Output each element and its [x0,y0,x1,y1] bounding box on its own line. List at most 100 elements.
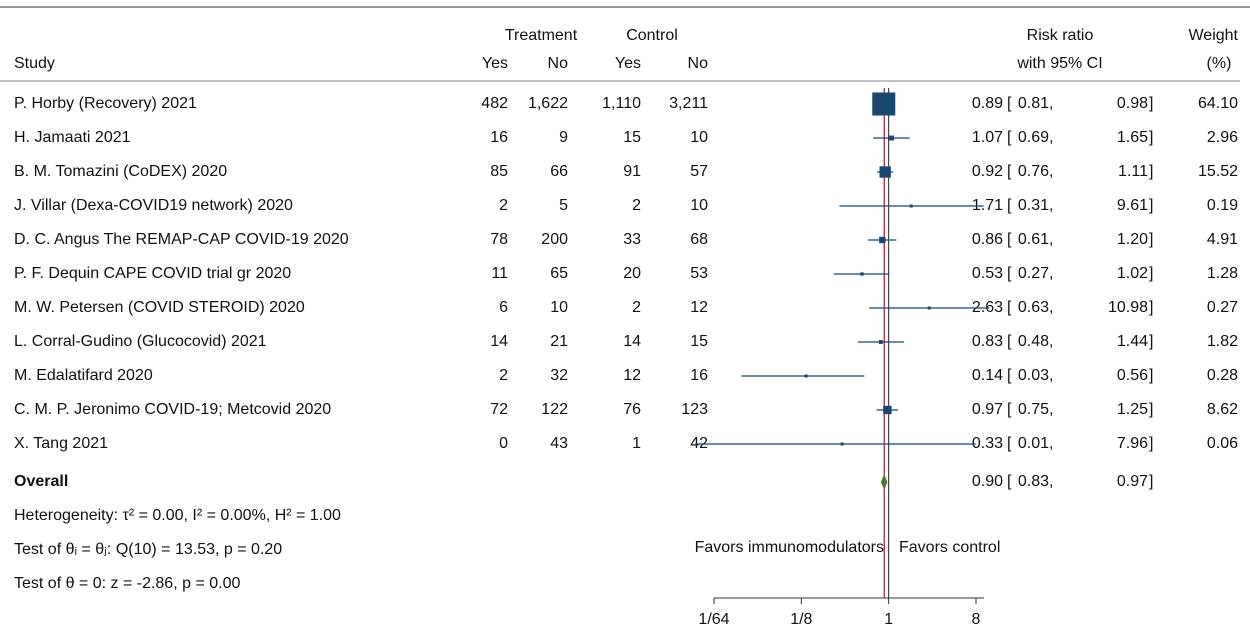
ci-sep: , [1049,197,1053,214]
ci-close: ] [1149,299,1153,316]
count: 65 [550,265,568,282]
weight: 2.96 [1207,129,1238,146]
ci-open: [ [1007,95,1012,112]
x-tick-label: 1/8 [790,611,812,628]
weight: 0.19 [1207,197,1238,214]
ci-upper: 0.56 [1117,367,1148,384]
study-name: C. M. P. Jeronimo COVID-19; Metcovid 202… [14,401,331,418]
ci-lower: 0.83 [1018,473,1049,490]
ci-lower: 0.63 [1018,299,1049,316]
count: 5 [559,197,568,214]
count: 57 [690,163,708,180]
ci-lower: 0.03 [1018,367,1049,384]
count: 11 [491,265,508,282]
ci-close: ] [1149,163,1153,180]
ci-sep: , [1049,401,1053,418]
overall-diamond [880,474,888,490]
count: 9 [559,129,568,146]
study-name: B. M. Tomazini (CoDEX) 2020 [14,163,227,180]
ci-sep: , [1049,163,1053,180]
study-name: X. Tang 2021 [14,435,108,452]
rr-value: 0.83 [972,333,1003,350]
ci-lower: 0.76 [1018,163,1049,180]
count: 12 [690,299,708,316]
ci-sep: , [1049,265,1053,282]
effect-square [860,272,864,276]
ci-open: [ [1007,197,1012,214]
ci-sep: , [1049,473,1053,490]
count: 32 [550,367,568,384]
ci-close: ] [1149,473,1153,490]
count: 2 [632,299,641,316]
treatment-header: Treatment [505,27,578,44]
count: 1,622 [528,95,568,112]
count: 123 [681,401,708,418]
ci-upper: 0.97 [1117,473,1148,490]
count: 482 [481,95,508,112]
ci-open: [ [1007,367,1012,384]
ci-close: ] [1149,435,1153,452]
count: 15 [690,333,708,350]
weight: 0.27 [1207,299,1238,316]
count: 3,211 [669,95,708,112]
count: 200 [541,231,568,248]
count: 43 [550,435,568,452]
effect-square [840,442,844,446]
weight: 0.06 [1207,435,1238,452]
ci-open: [ [1007,473,1012,490]
study-name: P. Horby (Recovery) 2021 [14,95,197,112]
ci-upper: 1.20 [1117,231,1148,248]
ci-sep: , [1049,231,1053,248]
weight: 4.91 [1207,231,1238,248]
study-name: M. W. Petersen (COVID STEROID) 2020 [14,299,305,316]
weight: 1.82 [1207,333,1238,350]
ci-lower: 0.01 [1018,435,1049,452]
count: 68 [690,231,708,248]
count: 2 [499,367,508,384]
count: 66 [550,163,568,180]
ci-lower: 0.27 [1018,265,1049,282]
ci-sep: , [1049,299,1053,316]
count: 53 [690,265,708,282]
control-header: Control [626,27,678,44]
rr-value: 0.33 [972,435,1003,452]
ci-close: ] [1149,367,1153,384]
effect-square [883,405,892,415]
ci-open: [ [1007,401,1012,418]
weight: 8.62 [1207,401,1238,418]
test-note: Test of θᵢ = θⱼ: Q(10) = 13.53, p = 0.20 [14,541,282,558]
ci-open: [ [1007,163,1012,180]
count: 122 [541,401,568,418]
count: 10 [690,129,708,146]
ci-sep: , [1049,435,1053,452]
ci-lower: 0.69 [1018,129,1049,146]
count: 15 [623,129,641,146]
rr-header: Risk ratio [1027,27,1094,44]
rr-value: 0.90 [972,473,1003,490]
count: 76 [623,401,641,418]
ci-open: [ [1007,333,1012,350]
rr-value: 0.97 [972,401,1003,418]
count: 10 [550,299,568,316]
yes-header: Yes [482,55,508,72]
study-name: L. Corral-Gudino (Glucocovid) 2021 [14,333,267,350]
ci-upper: 1.65 [1117,129,1148,146]
count: 12 [623,367,641,384]
weight-header: Weight [1188,27,1238,44]
effect-square [872,92,896,116]
ci-open: [ [1007,231,1012,248]
count: 78 [490,231,508,248]
count: 14 [623,333,641,350]
effect-square [804,374,808,378]
ci-upper: 1.44 [1117,333,1148,350]
effect-square [879,166,891,178]
ci-upper: 1.25 [1117,401,1148,418]
count: 2 [632,197,641,214]
effect-square [889,135,894,141]
favors-right: Favors control [899,539,1000,556]
weight: 1.28 [1207,265,1238,282]
count: 1 [632,435,641,452]
ci-open: [ [1007,435,1012,452]
count: 10 [690,197,708,214]
x-tick-label: 1 [884,611,893,628]
